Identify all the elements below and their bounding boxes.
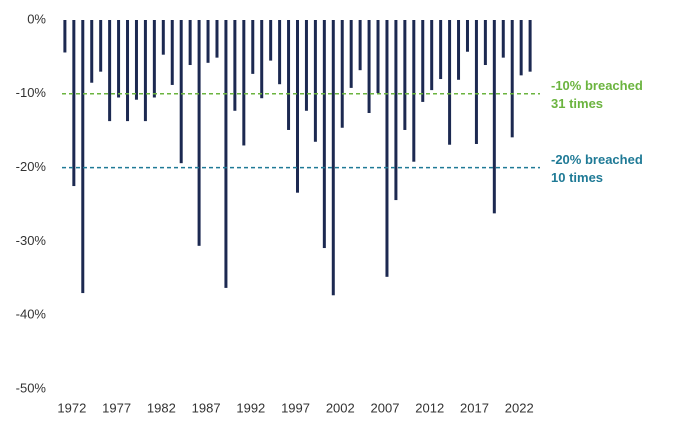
bar xyxy=(90,20,94,83)
bar xyxy=(287,20,291,130)
y-tick-label: -10% xyxy=(16,85,47,100)
bar xyxy=(224,20,228,288)
x-tick-label: 1982 xyxy=(147,400,176,415)
bar xyxy=(430,20,434,91)
bar xyxy=(322,20,326,249)
reference-label: 10 times xyxy=(551,170,603,185)
bar xyxy=(170,20,174,85)
bar xyxy=(358,20,362,71)
x-tick-label: 2012 xyxy=(415,400,444,415)
bar xyxy=(152,20,156,98)
y-tick-label: -40% xyxy=(16,307,47,322)
x-tick-label: 2017 xyxy=(460,400,489,415)
bar xyxy=(465,20,469,52)
bar xyxy=(117,20,121,98)
bar xyxy=(161,20,165,55)
bar xyxy=(215,20,219,58)
bar xyxy=(474,20,478,144)
reference-label: -20% breached xyxy=(551,152,643,167)
bar xyxy=(126,20,130,122)
bar xyxy=(278,20,282,85)
bar xyxy=(179,20,183,164)
bar xyxy=(63,20,67,53)
y-tick-label: -20% xyxy=(16,159,47,174)
bar xyxy=(206,20,210,63)
y-tick-label: -50% xyxy=(16,380,47,395)
x-tick-label: 1992 xyxy=(236,400,265,415)
bar xyxy=(412,20,416,162)
bar xyxy=(385,20,389,277)
bar xyxy=(313,20,317,142)
bar xyxy=(197,20,201,246)
bar xyxy=(421,20,425,102)
bar xyxy=(394,20,398,201)
bar xyxy=(492,20,496,214)
x-tick-label: 2002 xyxy=(326,400,355,415)
bar xyxy=(331,20,335,296)
bar xyxy=(251,20,255,74)
bar xyxy=(457,20,461,80)
bar xyxy=(519,20,523,76)
bar xyxy=(340,20,344,128)
bar xyxy=(81,20,85,294)
bar xyxy=(296,20,299,193)
reference-label: 31 times xyxy=(551,96,603,111)
bar xyxy=(188,20,192,66)
bar xyxy=(72,20,76,187)
bar xyxy=(501,20,505,58)
bar xyxy=(233,20,237,111)
x-tick-label: 1977 xyxy=(102,400,131,415)
x-tick-label: 1997 xyxy=(281,400,310,415)
x-tick-label: 2007 xyxy=(371,400,400,415)
bar xyxy=(108,20,112,122)
bar xyxy=(367,20,371,113)
y-tick-label: -30% xyxy=(16,233,47,248)
y-tick-label: 0% xyxy=(27,11,46,26)
bar xyxy=(304,20,308,111)
bar xyxy=(510,20,514,138)
x-tick-label: 1987 xyxy=(192,400,221,415)
x-tick-label: 1972 xyxy=(57,400,86,415)
bar xyxy=(242,20,246,146)
bar xyxy=(269,20,273,61)
reference-label: -10% breached xyxy=(551,78,643,93)
bar xyxy=(143,20,147,122)
bar xyxy=(376,20,380,94)
bar xyxy=(403,20,407,130)
bar xyxy=(528,20,532,72)
bar xyxy=(439,20,443,80)
bar xyxy=(134,20,138,100)
bar xyxy=(99,20,103,72)
bar xyxy=(349,20,353,88)
bar xyxy=(260,20,264,99)
bar xyxy=(448,20,452,145)
x-tick-label: 2022 xyxy=(505,400,534,415)
bar xyxy=(483,20,487,66)
